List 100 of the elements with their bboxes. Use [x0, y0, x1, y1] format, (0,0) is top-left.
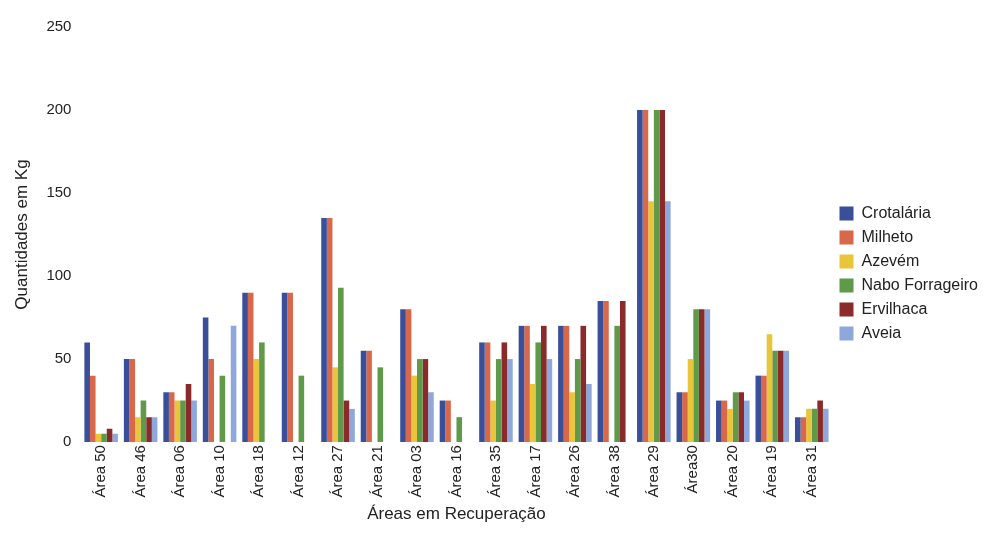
bar — [586, 383, 592, 443]
bar — [761, 375, 767, 443]
x-tick-label: Área 03 — [407, 445, 425, 498]
bar — [794, 417, 801, 443]
bar — [428, 392, 434, 443]
bar — [603, 300, 609, 443]
y-tick-label: 50 — [54, 349, 72, 367]
y-axis-title: Quantidades em Kg — [11, 159, 31, 310]
legend-label: Nabo Forrageiro — [861, 275, 979, 293]
bar — [693, 309, 699, 443]
bar — [569, 392, 575, 443]
bar — [400, 309, 406, 443]
legend-label: Crotalária — [861, 203, 931, 221]
bar — [338, 287, 344, 443]
x-tick-label: Área 06 — [170, 445, 188, 498]
y-tick-label: 150 — [46, 183, 72, 201]
bar — [501, 342, 508, 443]
legend-label: Aveia — [861, 323, 902, 341]
y-tick-label: 200 — [46, 100, 72, 118]
bar — [242, 292, 248, 443]
legend-label: Milheto — [861, 227, 914, 245]
bar — [332, 367, 339, 443]
bar — [682, 392, 688, 443]
bar — [479, 342, 485, 443]
bar — [535, 342, 542, 443]
bar — [445, 400, 451, 443]
bar — [456, 417, 463, 443]
bar — [146, 417, 152, 443]
bar — [783, 350, 790, 443]
bar — [716, 400, 722, 443]
bar — [822, 408, 829, 443]
bar — [743, 400, 750, 443]
bar — [163, 392, 169, 443]
bar — [738, 392, 744, 443]
x-tick-label: Área 17 — [525, 445, 543, 498]
x-tick-label: Área 21 — [367, 445, 385, 498]
bar — [490, 400, 496, 443]
x-axis-title: Áreas em Recuperação — [367, 504, 546, 524]
bar — [772, 350, 778, 443]
x-tick-label: Área 19 — [762, 445, 780, 498]
bar — [541, 325, 547, 443]
bar — [416, 359, 423, 443]
bar — [558, 325, 564, 443]
bar — [411, 375, 417, 443]
x-tick-label: Área 26 — [565, 445, 583, 498]
x-tick-label: Área30 — [683, 445, 701, 494]
bar — [806, 408, 812, 443]
bar — [89, 375, 96, 443]
bar — [614, 325, 620, 443]
bar — [698, 309, 705, 443]
bar — [507, 359, 513, 443]
bar — [101, 433, 107, 443]
bar — [732, 392, 739, 443]
bar — [180, 400, 186, 443]
bar — [208, 359, 215, 443]
bar — [800, 417, 807, 443]
bar — [637, 110, 643, 443]
bar — [321, 217, 327, 443]
x-tick-label: Área 46 — [130, 445, 148, 498]
bar — [168, 392, 175, 443]
bar — [580, 325, 587, 443]
x-tick-label: Área 38 — [604, 445, 622, 498]
bar — [151, 417, 158, 443]
bar — [727, 408, 733, 443]
bar — [366, 350, 372, 443]
bar — [287, 292, 293, 443]
bar — [84, 342, 90, 443]
y-tick-label: 100 — [46, 266, 72, 284]
bar — [704, 309, 711, 443]
y-tick-label: 250 — [46, 17, 72, 35]
x-tick-label: Área 20 — [722, 445, 740, 498]
legend-label: Azevém — [861, 251, 920, 269]
x-tick-label: Área 29 — [643, 445, 661, 498]
bar — [377, 367, 384, 443]
x-tick-label: Área 27 — [328, 445, 346, 498]
bar — [524, 325, 530, 443]
bar — [135, 417, 141, 443]
x-tick-label: Área 16 — [446, 445, 464, 498]
bar — [665, 201, 671, 443]
bar — [191, 400, 197, 443]
x-tick-label: Área 18 — [249, 445, 267, 498]
bar — [484, 342, 491, 443]
x-tick-label: Área 31 — [801, 445, 819, 498]
bar — [659, 110, 666, 443]
y-tick-label: 0 — [63, 432, 72, 450]
x-tick-label: Área 10 — [209, 445, 227, 498]
bar — [619, 300, 626, 443]
x-tick-label: Área 50 — [91, 445, 109, 498]
bar — [129, 359, 136, 443]
x-tick-label: Área 35 — [486, 445, 504, 498]
bar — [112, 433, 118, 443]
bar — [817, 400, 823, 443]
bar — [253, 359, 260, 443]
bar — [259, 342, 265, 443]
legend-label: Ervilhaca — [861, 299, 928, 317]
bar — [676, 392, 683, 443]
bar — [495, 359, 502, 443]
bar — [349, 408, 355, 443]
bar — [648, 201, 654, 443]
x-tick-label: Área 12 — [288, 445, 306, 498]
